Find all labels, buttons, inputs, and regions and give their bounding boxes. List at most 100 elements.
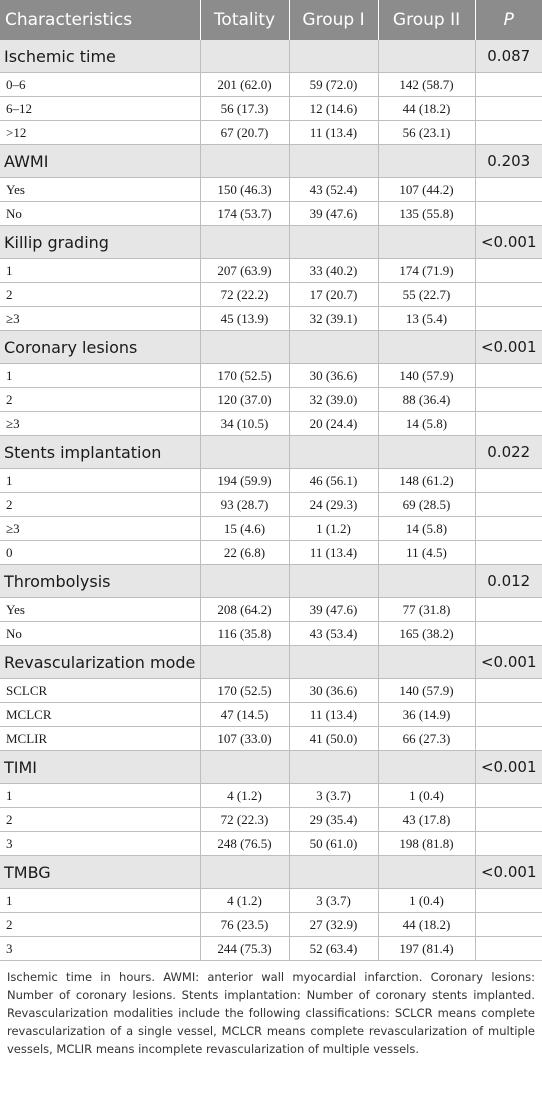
row-group-i: 11 (13.4) (289, 540, 379, 565)
section-title: Coronary lesions (0, 330, 201, 364)
table-row: ≥3 34 (10.5) 20 (24.4) 14 (5.8) (0, 411, 542, 436)
row-p-empty (475, 516, 542, 541)
section-header-row: Stents implantation 0.022 (0, 435, 542, 469)
row-group-i: 32 (39.0) (289, 387, 379, 412)
row-group-i: 52 (63.4) (289, 936, 379, 961)
row-totality: 194 (59.9) (200, 468, 290, 493)
row-group-ii: 135 (55.8) (378, 201, 476, 226)
section-title: TIMI (0, 750, 201, 784)
section-header-row: AWMI 0.203 (0, 144, 542, 178)
row-group-ii: 66 (27.3) (378, 726, 476, 751)
row-group-i: 39 (47.6) (289, 597, 379, 622)
row-totality: 34 (10.5) (200, 411, 290, 436)
table-row: Yes 208 (64.2) 39 (47.6) 77 (31.8) (0, 597, 542, 622)
section-title: Thrombolysis (0, 564, 201, 598)
row-p-empty (475, 282, 542, 307)
section-blank-group-i (289, 435, 379, 469)
row-group-i: 11 (13.4) (289, 702, 379, 727)
row-category: 2 (0, 807, 201, 832)
row-group-i: 29 (35.4) (289, 807, 379, 832)
section-header-row: Coronary lesions <0.001 (0, 330, 542, 364)
row-category: 3 (0, 936, 201, 961)
section-blank-group-i (289, 645, 379, 679)
row-group-i: 50 (61.0) (289, 831, 379, 856)
section-p-value: 0.022 (475, 435, 542, 469)
row-totality: 93 (28.7) (200, 492, 290, 517)
header-group-i: Group I (289, 0, 379, 40)
section-blank-totality (200, 645, 290, 679)
row-group-ii: 14 (5.8) (378, 516, 476, 541)
row-totality: 244 (75.3) (200, 936, 290, 961)
section-blank-group-ii (378, 750, 476, 784)
table-header: Characteristics Totality Group I Group I… (0, 0, 542, 40)
row-totality: 208 (64.2) (200, 597, 290, 622)
row-category: No (0, 621, 201, 646)
section-blank-group-ii (378, 645, 476, 679)
section-p-value: 0.087 (475, 40, 542, 73)
section-blank-group-i (289, 750, 379, 784)
row-p-empty (475, 726, 542, 751)
row-group-i: 59 (72.0) (289, 72, 379, 97)
row-group-i: 3 (3.7) (289, 888, 379, 913)
row-category: 0–6 (0, 72, 201, 97)
section-blank-group-ii (378, 855, 476, 889)
row-category: >12 (0, 120, 201, 145)
section-blank-group-i (289, 330, 379, 364)
table-row: SCLCR 170 (52.5) 30 (36.6) 140 (57.9) (0, 678, 542, 703)
table-row: No 116 (35.8) 43 (53.4) 165 (38.2) (0, 621, 542, 646)
table-row: 3 248 (76.5) 50 (61.0) 198 (81.8) (0, 831, 542, 856)
table-row: 2 120 (37.0) 32 (39.0) 88 (36.4) (0, 387, 542, 412)
row-p-empty (475, 387, 542, 412)
row-p-empty (475, 540, 542, 565)
row-group-ii: 44 (18.2) (378, 96, 476, 121)
section-blank-totality (200, 750, 290, 784)
header-p: P (475, 0, 542, 40)
section-blank-group-i (289, 144, 379, 178)
section-blank-totality (200, 40, 290, 73)
row-totality: 76 (23.5) (200, 912, 290, 937)
row-group-ii: 44 (18.2) (378, 912, 476, 937)
row-totality: 170 (52.5) (200, 363, 290, 388)
section-blank-group-ii (378, 435, 476, 469)
table-row: 0–6 201 (62.0) 59 (72.0) 142 (58.7) (0, 72, 542, 97)
row-group-ii: 43 (17.8) (378, 807, 476, 832)
row-group-i: 30 (36.6) (289, 363, 379, 388)
row-category: Yes (0, 177, 201, 202)
row-category: Yes (0, 597, 201, 622)
header-totality: Totality (200, 0, 290, 40)
row-group-i: 1 (1.2) (289, 516, 379, 541)
row-p-empty (475, 597, 542, 622)
row-category: ≥3 (0, 516, 201, 541)
section-p-value: <0.001 (475, 855, 542, 889)
section-blank-group-i (289, 855, 379, 889)
table-row: MCLCR 47 (14.5) 11 (13.4) 36 (14.9) (0, 702, 542, 727)
row-p-empty (475, 306, 542, 331)
row-p-empty (475, 72, 542, 97)
row-totality: 15 (4.6) (200, 516, 290, 541)
row-totality: 170 (52.5) (200, 678, 290, 703)
table-row: 1 194 (59.9) 46 (56.1) 148 (61.2) (0, 468, 542, 493)
row-group-ii: 107 (44.2) (378, 177, 476, 202)
row-category: 1 (0, 258, 201, 283)
row-totality: 150 (46.3) (200, 177, 290, 202)
section-header-row: Ischemic time 0.087 (0, 40, 542, 73)
row-p-empty (475, 831, 542, 856)
row-totality: 56 (17.3) (200, 96, 290, 121)
row-group-i: 43 (53.4) (289, 621, 379, 646)
table-footnote: Ischemic time in hours. AWMI: anterior w… (7, 970, 535, 1056)
section-blank-totality (200, 330, 290, 364)
section-p-value: <0.001 (475, 330, 542, 364)
section-blank-group-i (289, 40, 379, 73)
section-header-row: Killip grading <0.001 (0, 225, 542, 259)
row-group-i: 33 (40.2) (289, 258, 379, 283)
section-blank-group-ii (378, 330, 476, 364)
row-p-empty (475, 702, 542, 727)
row-totality: 4 (1.2) (200, 783, 290, 808)
row-totality: 72 (22.2) (200, 282, 290, 307)
section-title: TMBG (0, 855, 201, 889)
header-characteristics: Characteristics (0, 0, 201, 40)
row-group-i: 17 (20.7) (289, 282, 379, 307)
row-group-i: 24 (29.3) (289, 492, 379, 517)
row-group-i: 32 (39.1) (289, 306, 379, 331)
table-row: 2 93 (28.7) 24 (29.3) 69 (28.5) (0, 492, 542, 517)
